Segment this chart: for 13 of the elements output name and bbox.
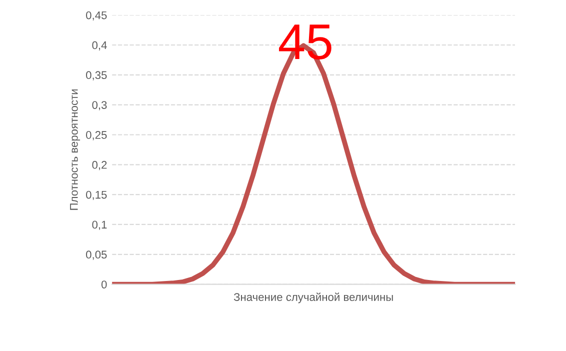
- annotation: 45: [278, 24, 332, 60]
- y-tick-label: 0,2: [92, 160, 107, 170]
- y-tick-label: 0,4: [92, 41, 107, 50]
- y-tick-label: 0: [101, 280, 107, 288]
- y-tick-label: 0,15: [86, 190, 107, 200]
- y-tick-label: 0,25: [86, 131, 107, 140]
- y-axis-title: Плотность вероятности: [70, 89, 80, 210]
- y-tick-label: 0,45: [86, 11, 107, 21]
- y-tick-label: 0,3: [92, 101, 107, 110]
- x-axis-title: Значение случайной величины: [234, 292, 393, 304]
- y-tick-label: 0,35: [86, 71, 107, 80]
- y-tick-label: 0,1: [92, 220, 107, 230]
- y-tick-label: 0,05: [86, 250, 107, 260]
